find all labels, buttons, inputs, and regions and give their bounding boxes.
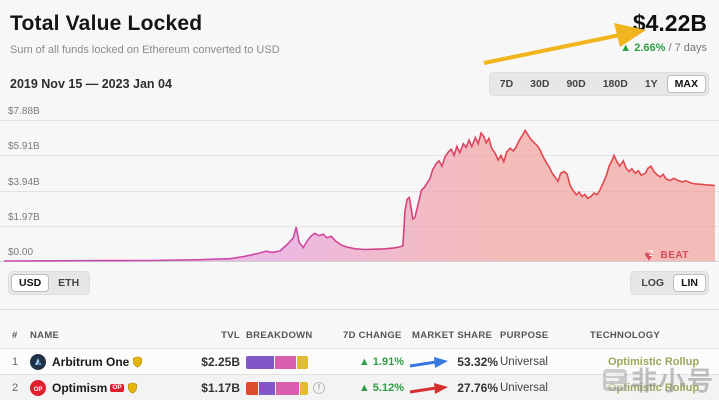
gridline [0,120,719,121]
table-row-arbitrum[interactable]: 1 Arbitrum One $2.25B ▲ 1.91% 53.32% Uni… [0,348,719,374]
table-row-optimism[interactable]: 2 OP Optimism OP $1.17B ! ▲ 5.12% 27.76%… [0,374,719,400]
market-share-value: 53.32% [457,355,498,369]
technology-value: Optimistic Rollup [608,382,700,394]
red-arrow-annotation [409,383,448,394]
breakdown-segment [246,355,274,369]
section-divider [0,309,719,310]
x-axis-baseline [0,261,719,262]
col-breakdown[interactable]: BREAKDOWN [246,330,313,341]
tvl-chart[interactable]: $7.88B $5.91B $3.94B $1.97B $0.00 [0,103,719,268]
scale-toggle[interactable]: LOG LIN [630,271,709,295]
option-1y[interactable]: 1Y [644,78,658,90]
breakdown-segment [246,381,258,395]
op-token-badge: OP [110,383,124,393]
market-share-value: 27.76% [457,381,498,395]
breakdown-segment [258,381,276,395]
col-tvl[interactable]: TVL [221,330,240,341]
time-range-selector[interactable]: 7D 30D 90D 180D 1Y MAX [488,72,709,96]
col-market-share[interactable]: MARKET SHARE [412,330,493,341]
gridline [0,155,719,156]
total-change: ▲ 2.66% / 7 days [620,42,707,54]
shield-icon [127,382,137,394]
rank: 1 [12,356,19,368]
y-tick-label: $5.91B [8,141,40,152]
breakdown-segment [276,381,299,395]
breakdown-segment [299,381,308,395]
option-lin[interactable]: LIN [673,274,706,292]
table-header: # NAME TVL BREAKDOWN 7D CHANGE MARKET SH… [0,322,719,348]
y-tick-label: $3.94B [8,177,40,188]
rank: 2 [12,382,19,394]
option-7d[interactable]: 7D [499,78,514,90]
purpose-value: Universal [500,356,548,368]
breakdown-segment [297,355,308,369]
gridline [0,191,719,192]
yellow-arrow-annotation [483,23,646,65]
feixiaohao-watermark: 非小号 [602,361,715,398]
page-subtitle: Sum of all funds locked on Ethereum conv… [10,44,280,56]
option-eth[interactable]: ETH [58,277,80,289]
y-tick-label: $0.00 [8,247,34,258]
project-name[interactable]: Optimism OP [52,375,138,400]
y-tick-label: $1.97B [8,212,40,223]
breakdown-segment [274,355,297,369]
col-technology[interactable]: TECHNOLOGY [590,330,661,341]
option-30d[interactable]: 30D [530,78,550,90]
arbitrum-logo-icon [30,349,46,375]
currency-toggle[interactable]: USD ETH [8,271,91,295]
breakdown-bar[interactable] [246,381,308,395]
info-icon[interactable]: ! [313,382,325,394]
tvl-value: $1.17B [201,381,240,395]
total-value: $4.22B [632,10,707,36]
l2beat-watermark: ♥ 2 BEAT [644,248,689,265]
svg-text:OP: OP [34,387,43,393]
option-180d[interactable]: 180D [602,78,628,90]
col-name[interactable]: NAME [30,330,60,341]
tvl-area-series [3,128,716,262]
col-rank: # [12,330,18,341]
page-title: Total Value Locked [10,12,203,35]
col-7d-change[interactable]: 7D CHANGE [343,330,402,341]
blue-arrow-annotation [409,357,448,368]
option-90d[interactable]: 90D [566,78,586,90]
change-period: / 7 days [665,42,707,54]
option-max[interactable]: MAX [666,75,706,93]
feixiaohao-logo-icon [602,368,627,391]
7d-change-value: ▲ 1.91% [358,356,404,368]
change-up-value: ▲ 2.66% [620,42,666,54]
7d-change-value: ▲ 5.12% [358,382,404,394]
purpose-value: Universal [500,382,548,394]
technology-value: Optimistic Rollup [608,356,700,368]
project-name[interactable]: Arbitrum One [52,349,143,375]
chart-date-range: 2019 Nov 15 — 2023 Jan 04 [10,77,172,91]
gridline [0,226,719,227]
shield-icon [133,356,143,368]
option-log[interactable]: LOG [641,277,665,289]
breakdown-bar[interactable] [246,355,308,369]
optimism-logo-icon: OP [30,375,46,400]
option-usd[interactable]: USD [11,274,50,292]
y-tick-label: $7.88B [8,106,40,117]
tvl-value: $2.25B [201,355,240,369]
heart-icon: ♥ 2 [644,248,654,265]
col-purpose[interactable]: PURPOSE [500,330,549,341]
